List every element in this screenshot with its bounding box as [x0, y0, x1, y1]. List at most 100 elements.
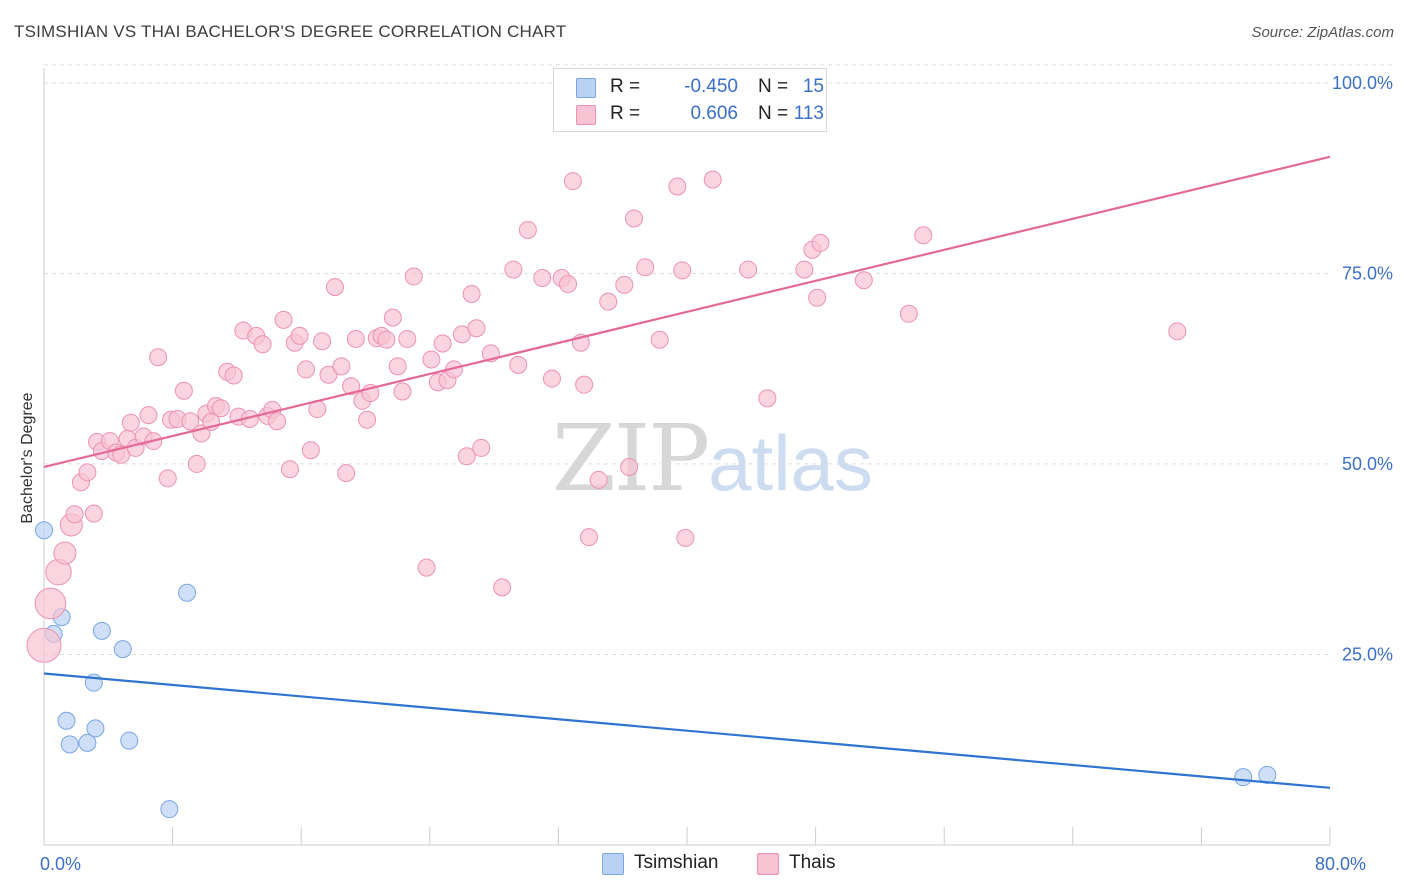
tsimshian-r-value: -0.450: [684, 76, 738, 97]
thais-point: [342, 377, 361, 396]
correlation-legend: R = -0.450 N = 15 R = 0.606 N = 113: [553, 68, 827, 132]
thais-point: [462, 284, 481, 303]
thais-point: [676, 528, 695, 547]
thais-point: [325, 278, 344, 297]
tsimshian-legend-swatch: [602, 853, 624, 875]
thais-point: [174, 381, 193, 400]
n-label: N =: [758, 103, 789, 124]
thais-point: [149, 348, 168, 367]
x-tick-label: 80.0%: [1315, 854, 1366, 874]
thais-legend-swatch: [757, 853, 779, 875]
thais-point: [337, 464, 356, 483]
thais-point: [563, 172, 582, 191]
thais-point: [509, 355, 528, 374]
tsimshian-point: [178, 583, 197, 602]
thais-point: [422, 350, 441, 369]
thais-point: [795, 260, 814, 279]
thais-point: [854, 271, 873, 290]
thais-point: [673, 261, 692, 280]
tsimshian-point: [92, 621, 111, 640]
tsimshian-n-value: 15: [802, 76, 824, 97]
tsimshian-point: [57, 711, 76, 730]
thais-swatch: [576, 105, 596, 125]
thais-point: [398, 329, 417, 348]
thais-point: [158, 469, 177, 488]
thais-point: [121, 413, 140, 432]
thais-point: [808, 288, 827, 307]
thais-point: [575, 375, 594, 394]
y-tick-label: 75.0%: [1342, 263, 1393, 283]
thais-point: [388, 357, 407, 376]
thais-point: [493, 578, 512, 597]
tsimshian-point: [78, 733, 97, 752]
thais-point: [472, 438, 491, 457]
thais-point: [280, 460, 299, 479]
thais-point: [274, 310, 293, 329]
tsimshian-point: [120, 731, 139, 750]
tsimshian-point: [86, 719, 105, 738]
thais-point: [53, 541, 77, 565]
thais-point: [84, 504, 103, 523]
thais-point: [811, 233, 830, 252]
watermark-atlas: atlas: [708, 419, 873, 507]
y-tick-label: 50.0%: [1342, 454, 1393, 474]
thais-r-value: 0.606: [690, 103, 738, 124]
thais-point: [224, 366, 243, 385]
thais-point: [504, 260, 523, 279]
thais-point: [703, 170, 722, 189]
thais-point: [301, 441, 320, 460]
thais-n-value: 113: [793, 103, 824, 124]
thais-trend-line: [43, 155, 1331, 469]
thais-point: [346, 329, 365, 348]
thais-point: [518, 220, 537, 239]
y-axis-label: Bachelor's Degree: [19, 392, 36, 524]
thais-point: [211, 399, 230, 418]
thais-point: [34, 587, 67, 620]
r-label: R =: [610, 76, 641, 97]
thais-point: [542, 369, 561, 388]
thais-point: [393, 382, 412, 401]
r-label: R =: [610, 103, 641, 124]
thais-point: [290, 326, 309, 345]
thais-point: [615, 275, 634, 294]
tsimshian-point: [1234, 768, 1253, 787]
x-tick-label: 0.0%: [40, 854, 81, 874]
thais-point: [417, 558, 436, 577]
tsimshian-legend-label: Tsimshian: [634, 852, 719, 873]
tsimshian-point: [160, 800, 179, 819]
thais-point: [78, 463, 97, 482]
thais-point: [313, 332, 332, 351]
thais-point: [319, 365, 338, 384]
thais-point: [636, 258, 655, 277]
thais-point: [624, 209, 643, 228]
thais-point: [899, 304, 918, 323]
thais-point: [668, 177, 687, 196]
tsimshian-point: [1258, 765, 1277, 784]
watermark: ZIPatlas: [552, 405, 873, 512]
chart-title: TSIMSHIAN VS THAI BACHELOR'S DEGREE CORR…: [14, 22, 567, 41]
thais-point: [253, 335, 272, 354]
tsimshian-swatch: [576, 78, 596, 98]
thais-point: [433, 334, 452, 353]
n-label: N =: [758, 76, 789, 97]
tsimshian-point: [60, 735, 79, 754]
thais-point: [65, 505, 84, 524]
thais-point: [181, 412, 200, 431]
thais-point: [457, 447, 476, 466]
thais-point: [358, 410, 377, 429]
thais-point: [650, 330, 669, 349]
thais-point: [404, 267, 423, 286]
thais-point: [589, 470, 608, 489]
y-tick-label: 25.0%: [1342, 644, 1393, 664]
thais-point: [559, 275, 578, 294]
thais-point: [139, 406, 158, 425]
thais-point: [467, 319, 486, 338]
thais-point: [332, 357, 351, 376]
thais-point: [268, 412, 287, 431]
thais-point: [579, 528, 598, 547]
thais-point: [914, 226, 933, 245]
y-tick-label: 100.0%: [1332, 73, 1393, 93]
thais-legend-label: Thais: [789, 852, 836, 873]
thais-point: [112, 445, 131, 464]
thais-point: [599, 292, 618, 311]
